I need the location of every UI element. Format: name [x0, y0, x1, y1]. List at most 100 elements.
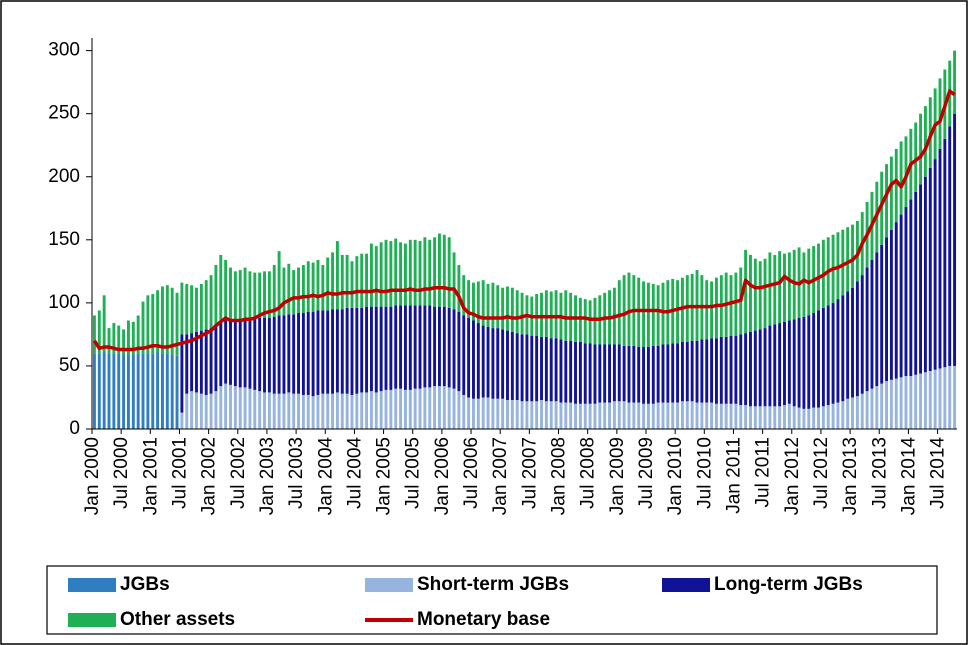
bar-segment — [656, 402, 660, 429]
bar-segment — [632, 345, 636, 403]
bar-segment — [165, 353, 169, 429]
legend-label: Other assets — [120, 609, 235, 630]
bar-segment — [646, 347, 650, 404]
bar-segment — [253, 389, 257, 429]
bar-segment — [705, 402, 709, 429]
bar-segment — [122, 354, 126, 429]
bar-segment — [345, 254, 349, 308]
bar-segment — [491, 328, 495, 399]
bar-segment — [384, 389, 388, 429]
bar-segment — [914, 122, 918, 192]
bar-segment — [297, 312, 300, 394]
x-tick-label: Jan 2002 — [199, 437, 220, 515]
bar-segment — [680, 401, 684, 429]
bar-segment — [141, 301, 145, 354]
bar-segment — [340, 393, 344, 429]
bar-segment — [938, 368, 942, 429]
bar-segment — [277, 393, 281, 429]
bar-segment — [219, 323, 223, 387]
bar-segment — [462, 275, 466, 316]
bar-segment — [734, 403, 738, 429]
bar-segment — [243, 267, 247, 321]
bar-segment — [423, 305, 427, 388]
bar-segment — [462, 315, 466, 395]
bar-segment — [564, 290, 568, 341]
x-tick-label: Jul 2013 — [869, 437, 890, 509]
bar-segment — [229, 384, 232, 429]
bar-segment — [117, 353, 121, 429]
bar-segment — [316, 310, 320, 395]
bar-segment — [331, 309, 335, 394]
bar-segment — [593, 297, 597, 345]
y-tick-label: 50 — [59, 355, 80, 376]
bar-segment — [885, 381, 888, 429]
bar-segment — [729, 335, 733, 404]
bar-segment — [593, 344, 597, 404]
bar-segment — [685, 341, 689, 402]
bar-segment — [92, 315, 96, 354]
x-tick-label: Jul 2009 — [636, 437, 657, 509]
bar-segment — [418, 388, 422, 429]
bar-segment — [141, 353, 145, 429]
bar-segment — [97, 310, 101, 354]
bar-segment — [442, 386, 446, 429]
bar-segment — [875, 252, 879, 387]
bar-segment — [233, 271, 237, 321]
x-tick-label: Jul 2012 — [811, 437, 832, 509]
bar-segment — [642, 403, 646, 429]
bar-segment — [335, 241, 339, 310]
bar-segment — [442, 306, 446, 387]
y-tick-label: 0 — [69, 418, 80, 439]
bar-segment — [195, 331, 198, 393]
bar-segment — [229, 267, 232, 321]
bar-segment — [365, 253, 369, 307]
bar-segment — [185, 393, 189, 429]
bar-segment — [583, 403, 587, 429]
x-tick-label: Jan 2009 — [607, 437, 628, 515]
y-tick-label: 200 — [48, 166, 80, 187]
bar-segment — [758, 329, 762, 407]
bar-segment — [792, 249, 796, 320]
bar-segment — [904, 136, 908, 208]
bar-segment — [423, 387, 427, 429]
bar-segment — [301, 265, 305, 313]
bar-segment — [229, 320, 232, 385]
bar-segment — [831, 302, 835, 404]
bar-segment — [510, 287, 514, 332]
bar-segment — [787, 320, 791, 404]
bar-segment — [598, 344, 602, 403]
bar-segment — [919, 113, 923, 185]
bar-segment — [287, 392, 291, 429]
bar-segment — [204, 280, 208, 330]
bar-segment — [637, 277, 641, 348]
bar-segment — [826, 305, 830, 406]
bar-segment — [544, 290, 548, 337]
bar-segment — [578, 297, 582, 342]
bar-segment — [277, 251, 281, 316]
bar-segment — [185, 283, 189, 335]
bar-segment — [369, 306, 373, 392]
bar-segment — [481, 280, 485, 326]
bar-segment — [340, 309, 344, 394]
bar-segment — [258, 391, 262, 429]
bar-segment — [126, 354, 130, 429]
bar-segment — [272, 316, 276, 394]
x-tick-label: Jul 2005 — [403, 437, 424, 509]
bar-segment — [515, 399, 519, 429]
bar-segment — [549, 401, 553, 429]
bar-segment — [311, 311, 315, 397]
bar-segment — [846, 291, 850, 399]
bar-segment — [321, 265, 325, 311]
bar-segment — [622, 275, 626, 346]
bar-segment — [399, 305, 403, 389]
bar-segment — [306, 311, 310, 395]
bar-segment — [413, 388, 417, 429]
bar-segment — [506, 286, 509, 331]
bar-segment — [491, 398, 495, 429]
bar-segment — [588, 403, 592, 429]
bar-segment — [170, 287, 174, 355]
bar-segment — [403, 305, 407, 390]
bar-segment — [472, 282, 475, 321]
bar-segment — [889, 229, 893, 380]
bar-segment — [661, 344, 665, 403]
